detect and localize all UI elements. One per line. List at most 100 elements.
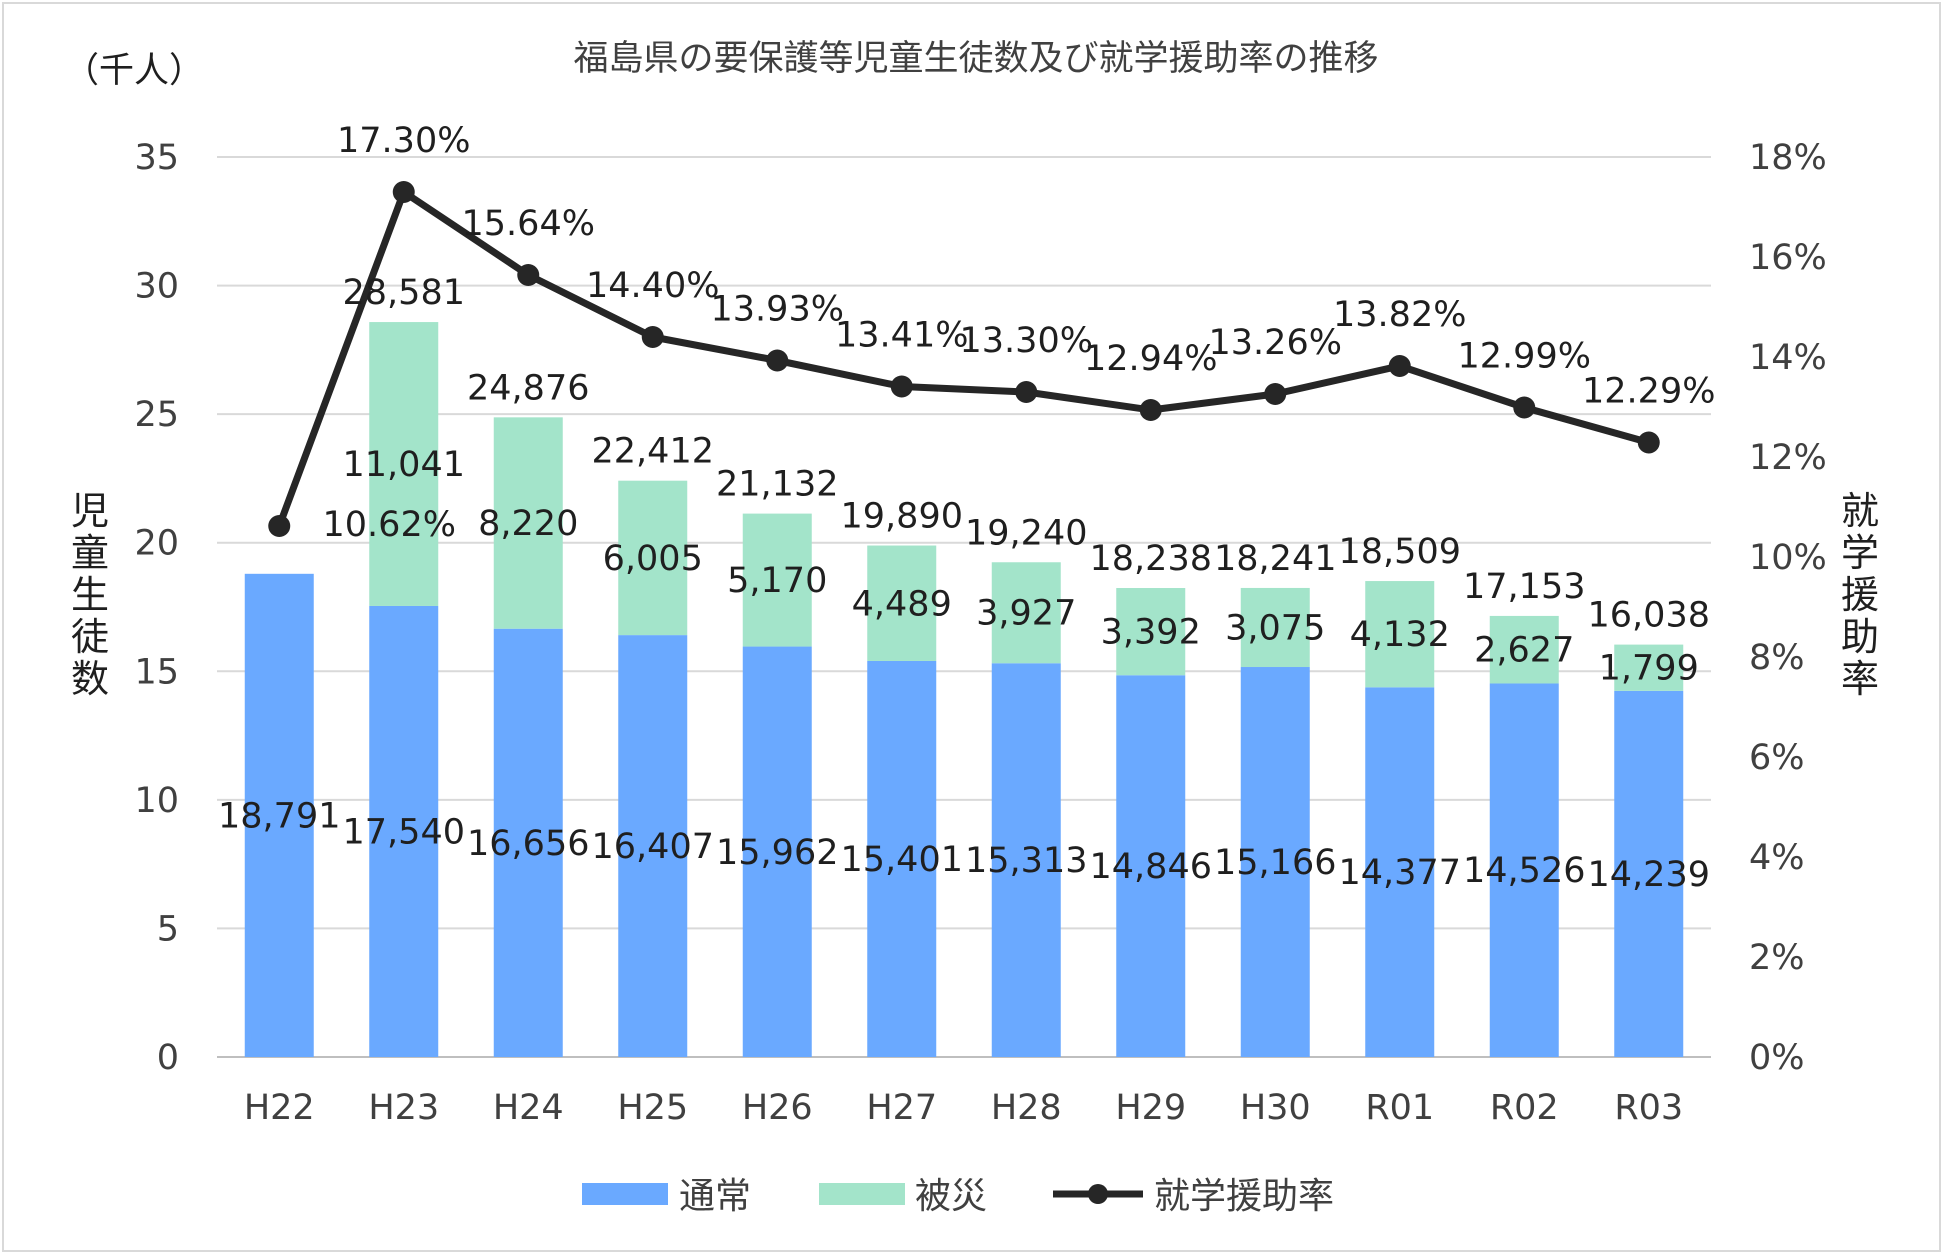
data-label-disaster: 1,799 xyxy=(1599,649,1699,689)
legend: 通常 被災 就学援助率 xyxy=(582,1176,1334,1217)
bar-normal xyxy=(1489,683,1559,1057)
rate-marker xyxy=(1015,381,1038,403)
rate-marker xyxy=(392,181,415,203)
data-label-normal: 14,239 xyxy=(1588,855,1710,895)
data-label-disaster: 11,041 xyxy=(343,445,465,485)
data-label-rate: 13.93% xyxy=(711,290,844,330)
y-axis-title: 児童生徒数 xyxy=(71,489,109,701)
x-tick-label: H25 xyxy=(617,1088,688,1128)
data-label-disaster: 4,489 xyxy=(852,584,952,624)
y-tick-label: 35 xyxy=(134,138,179,178)
grid-layer xyxy=(217,156,1711,1058)
data-label-rate: 17.30% xyxy=(337,121,470,161)
data-label-normal: 15,401 xyxy=(841,840,963,880)
data-label-total: 18,238 xyxy=(1090,539,1212,579)
axis-title-char: 学 xyxy=(1841,531,1879,575)
rate-marker xyxy=(1264,383,1287,405)
y-tick-label: 30 xyxy=(134,267,179,307)
y-tick-label: 10 xyxy=(134,781,179,821)
data-label-total: 21,132 xyxy=(716,465,838,505)
rate-marker xyxy=(268,515,291,537)
data-label-rate: 12.94% xyxy=(1084,339,1217,379)
data-label-normal: 16,407 xyxy=(592,827,714,867)
axis-layer: 0 5 10 15 20 25 30 35 0% 2% 4% 6% 8% 10% 12% 14% 16% 18% H… xyxy=(71,138,1879,1128)
y2-tick-label: 8% xyxy=(1749,638,1805,678)
rate-marker xyxy=(1388,355,1411,377)
x-tick-label: R03 xyxy=(1614,1088,1683,1128)
bar-disaster xyxy=(867,545,937,661)
data-label-total: 22,412 xyxy=(592,432,714,472)
data-label-disaster: 3,392 xyxy=(1101,613,1201,653)
y-tick-label: 25 xyxy=(134,395,179,435)
data-label-rate: 14.40% xyxy=(586,266,719,306)
axis-title-char: 児 xyxy=(71,489,109,533)
data-label-normal: 14,846 xyxy=(1090,847,1212,887)
data-label-rate: 13.41% xyxy=(835,316,968,356)
data-label-total: 24,876 xyxy=(467,368,589,408)
data-label-rate: 10.62% xyxy=(323,505,456,545)
data-label-total: 28,581 xyxy=(343,273,465,313)
data-label-disaster: 4,132 xyxy=(1350,615,1450,655)
y2-tick-label: 12% xyxy=(1749,438,1827,478)
y-tick-label: 5 xyxy=(157,909,179,949)
legend-label-normal: 通常 xyxy=(679,1176,751,1217)
bar-disaster xyxy=(618,480,688,636)
y2-tick-label: 6% xyxy=(1749,738,1805,778)
bar-disaster xyxy=(1240,587,1310,668)
bar-normal xyxy=(244,573,314,1057)
bar-normal xyxy=(1365,687,1435,1057)
bar-disaster xyxy=(1489,615,1559,684)
data-label-disaster: 2,627 xyxy=(1474,631,1574,671)
bar-disaster xyxy=(1614,644,1684,691)
rate-marker xyxy=(890,375,913,398)
data-label-rate: 15.64% xyxy=(462,204,595,244)
data-label-total: 18,509 xyxy=(1339,532,1461,572)
data-label-total: 19,890 xyxy=(841,497,963,537)
y2-tick-label: 2% xyxy=(1749,938,1805,978)
data-label-disaster: 5,170 xyxy=(727,561,827,601)
data-label-normal: 15,166 xyxy=(1214,843,1336,883)
axis-title-char: 徒 xyxy=(71,615,109,659)
rate-line xyxy=(275,188,1650,528)
y-tick-label: 15 xyxy=(134,652,179,692)
axis-title-char: 率 xyxy=(1841,657,1879,701)
data-label-normal: 15,313 xyxy=(965,841,1087,881)
axis-title-char: 生 xyxy=(71,573,109,617)
x-tick-label: H29 xyxy=(1115,1088,1186,1128)
rate-marker xyxy=(517,264,540,286)
bar-disaster xyxy=(369,322,439,606)
data-label-disaster: 3,075 xyxy=(1225,608,1325,648)
bar-disaster xyxy=(742,513,812,647)
bar-disaster xyxy=(1365,581,1435,688)
chart-title: 福島県の要保護等児童生徒数及び就学援助率の推移 xyxy=(573,39,1378,79)
data-label-disaster: 8,220 xyxy=(478,504,578,544)
bar-normal xyxy=(991,663,1061,1057)
x-tick-label: R01 xyxy=(1365,1088,1434,1128)
x-tick-label: H22 xyxy=(244,1088,315,1128)
rate-marker xyxy=(766,349,789,372)
legend-marker-rate xyxy=(1088,1184,1108,1204)
axis-title-char: 助 xyxy=(1841,615,1879,659)
data-label-total: 18,241 xyxy=(1214,539,1336,579)
bar-disaster xyxy=(493,417,563,629)
y-tick-label: 0 xyxy=(157,1038,179,1078)
bar-normal xyxy=(867,660,937,1057)
axis-title-char: 童 xyxy=(71,531,109,575)
data-label-normal: 14,526 xyxy=(1463,851,1585,891)
y2-tick-label: 10% xyxy=(1749,538,1827,578)
rate-marker xyxy=(1513,396,1536,419)
data-label-rate: 12.99% xyxy=(1458,337,1591,377)
bar-normal xyxy=(369,605,439,1057)
bar-normal xyxy=(618,635,688,1057)
x-tick-label: H28 xyxy=(991,1088,1062,1128)
x-tick-label: H26 xyxy=(742,1088,813,1128)
data-label-disaster: 6,005 xyxy=(603,539,703,579)
rate-marker xyxy=(1637,431,1660,454)
data-label-total: 16,038 xyxy=(1588,596,1710,636)
bar-normal xyxy=(1240,667,1310,1057)
y2-tick-label: 14% xyxy=(1749,338,1827,378)
bar-disaster xyxy=(991,562,1061,664)
data-label-rate: 12.29% xyxy=(1582,372,1715,412)
data-label-normal: 15,962 xyxy=(716,833,838,873)
